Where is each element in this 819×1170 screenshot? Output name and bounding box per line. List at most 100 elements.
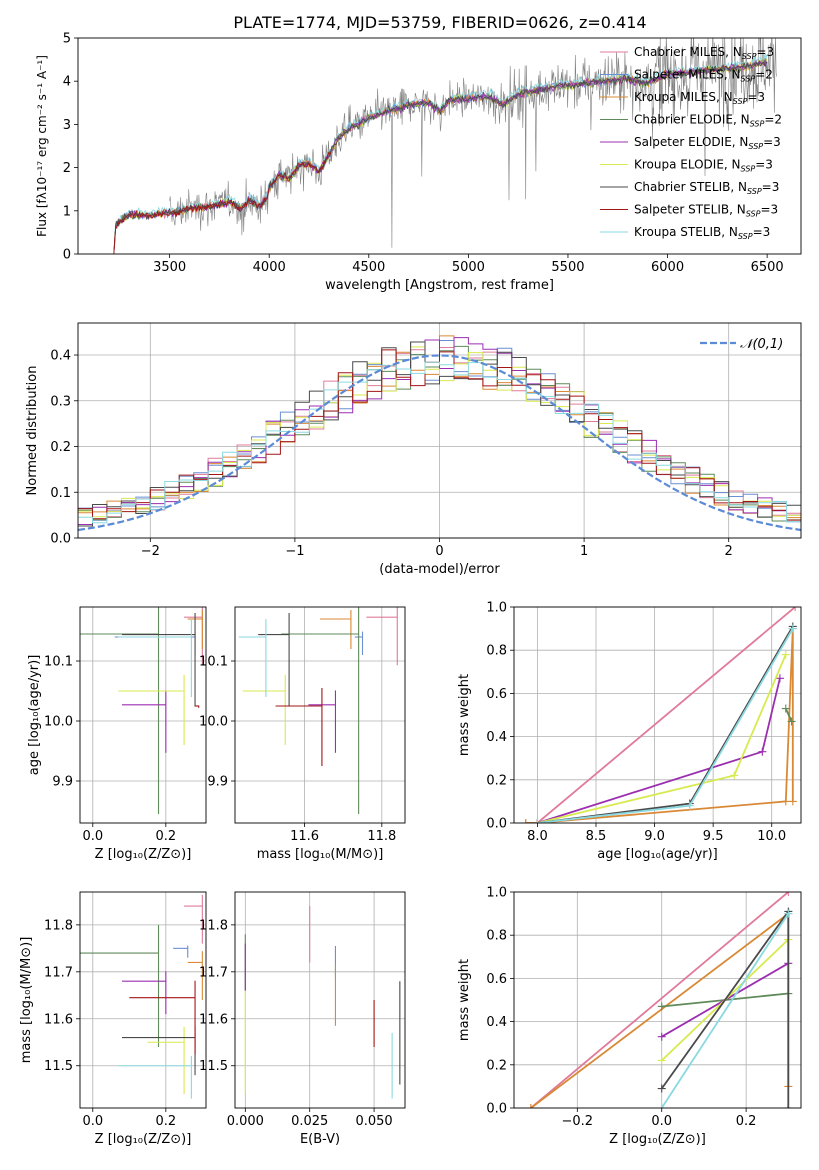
x-tick-label: 10.0 [757, 829, 786, 844]
y-tick-label: 0.3 [50, 394, 71, 409]
plot-area-residuals [78, 335, 801, 532]
y-tick-label: 5 [63, 32, 71, 47]
errorbar-kroupa_stelib [118, 1055, 192, 1099]
overlay-mass_vs_Z: 0.0 0.2 11.5 11.6 11.7 11.8 Z [log₁₀(Z/Z⊙)] mas… [19, 891, 207, 1147]
y-axis-label: age [log₁₀(age/yr)] [27, 655, 42, 776]
x-tick-label: −2 [141, 544, 160, 559]
y-tick-label: 11.8 [199, 918, 228, 933]
overlay-age_vs_Z: 0.0 0.2 9.9 10.0 10.1 Z [log₁₀(Z/Z⊙)] age [log… [27, 606, 207, 862]
x-tick-label: 6500 [751, 260, 784, 275]
weight-marker [521, 819, 530, 823]
weight-line-kroupa_stelib [660, 913, 790, 1108]
axes-frame [234, 606, 406, 824]
x-tick-label: 0.025 [291, 1114, 328, 1129]
x-tick-label: 6000 [651, 260, 684, 275]
plot-area-mass_vs_ebv [244, 906, 401, 1099]
legend-entry: Salpeter STELIB, NSSP=3 [634, 203, 778, 219]
y-tick-label: 11.6 [44, 1012, 73, 1027]
errorbar-salpeter_miles [173, 945, 189, 958]
x-tick-label: 0.0 [651, 1114, 672, 1129]
y-tick-label: 0.1 [50, 486, 71, 501]
y-tick-label: 11.5 [199, 1059, 228, 1074]
axes-age_vs_Z: 0.0 0.2 9.9 10.0 10.1 Z [log₁₀(Z/Z⊙)] age [log… [27, 606, 207, 862]
x-tick-label: −1 [285, 544, 304, 559]
weight-marker [685, 801, 694, 810]
weight-marker [730, 771, 739, 780]
axes-mass_vs_ebv: 0.000 0.025 0.050 11.5 11.6 11.7 11.8 E(B-V) [199, 891, 406, 1147]
plot-area-age_vs_Z [80, 607, 203, 814]
y-tick-label: 4 [63, 75, 71, 90]
x-tick-label: 8.0 [527, 829, 548, 844]
x-tick-label: 2 [725, 544, 733, 559]
weight-line-chabrier_elodie [784, 708, 793, 722]
x-tick-label: 9.0 [644, 829, 665, 844]
weight-line-chabrier_miles [525, 607, 796, 823]
legend-entry: Salpeter MILES, NSSP=2 [634, 68, 773, 84]
weight-marker [781, 797, 790, 806]
x-tick-label: 5000 [452, 260, 485, 275]
axes-frame [77, 322, 802, 539]
weight-line-salpeter_elodie [537, 678, 781, 823]
residual-histogram-salpeter_stelib [78, 349, 801, 521]
errorbar-salpeter_elodie [122, 690, 167, 753]
y-tick-label: 11.7 [199, 965, 228, 980]
y-tick-label: 0.4 [486, 1015, 507, 1030]
y-tick-label: 0 [63, 248, 71, 263]
y-tick-label: 0.8 [486, 929, 507, 944]
gaussian-reference-curve [78, 354, 801, 532]
figure-title: PLATE=1774, MJD=53759, FIBERID=0626, z=0… [233, 13, 646, 32]
legend-entry: Chabrier STELIB, NSSP=3 [634, 180, 779, 196]
weight-marker [784, 1104, 793, 1108]
x-tick-label: 0.050 [355, 1114, 392, 1129]
spectrum-legend: Chabrier MILES, NSSP=3 Salpeter MILES, NS… [600, 45, 782, 241]
legend-entry: Chabrier ELODIE, NSSP=2 [634, 113, 782, 129]
model-spectrum-chabrier_elodie [113, 58, 768, 253]
weight-marker [781, 650, 790, 659]
weight-marker [781, 704, 790, 713]
weight-marker [657, 1032, 666, 1041]
y-tick-label: 9.9 [207, 775, 228, 790]
y-axis-label: Flux [fλ10⁻¹⁷ erg cm⁻² s⁻¹ A⁻¹] [35, 55, 49, 237]
plot-area-weight_vs_Z [526, 892, 793, 1108]
plot-area-age_vs_mass [238, 607, 398, 814]
axes-mass_vs_Z: 0.0 0.2 11.5 11.6 11.7 11.8 Z [log₁₀(Z/Z⊙)] mas… [19, 891, 207, 1147]
weight-marker [775, 674, 784, 683]
axes-weight_vs_Z: −0.2 0.0 0.2 0.0 0.2 0.4 0.6 0.8 1.0 Z [log₁₀(Z/Z… [457, 886, 802, 1147]
x-axis-label: wavelength [Angstrom, rest frame] [325, 278, 554, 293]
x-tick-label: 5500 [551, 260, 584, 275]
errorbar-kroupa_miles [320, 610, 352, 649]
legend-entry: Salpeter ELODIE, NSSP=3 [634, 135, 781, 151]
errorbar-salpeter_stelib [275, 688, 323, 766]
overlay-weight_vs_Z: −0.2 0.0 0.2 0.0 0.2 0.4 0.6 0.8 1.0 Z [log₁₀(Z/Z… [457, 886, 802, 1147]
weight-marker [758, 747, 767, 756]
x-axis-label: Z [log₁₀(Z/Z⊙)] [609, 1132, 706, 1147]
weight-marker [791, 607, 800, 611]
y-tick-label: 0.0 [486, 1102, 507, 1117]
model-spectrum-chabrier_stelib [113, 61, 768, 254]
y-tick-label: 0.4 [486, 730, 507, 745]
x-tick-label: 0.2 [155, 1114, 176, 1129]
weight-line-chabrier_miles [530, 892, 789, 1108]
y-tick-label: 10.0 [44, 715, 73, 730]
weight-marker [533, 819, 542, 823]
weight-marker [657, 1104, 666, 1108]
y-tick-label: 1 [63, 204, 71, 219]
errorbar-kroupa_miles [187, 951, 203, 1000]
y-axis-label: Normed distribution [25, 366, 40, 496]
legend-entry: 𝒩(0,1) [740, 337, 783, 352]
errorbar-chabrier_elodie [281, 607, 360, 814]
y-tick-label: 11.5 [44, 1059, 73, 1074]
weight-marker [787, 717, 796, 726]
x-tick-label: 11.6 [290, 829, 319, 844]
y-axis-label: mass [log₁₀(M/M⊙)] [19, 937, 34, 1064]
x-tick-label: 0.0 [82, 1114, 103, 1129]
x-tick-label: 11.8 [367, 829, 396, 844]
weight-line-kroupa_miles [530, 911, 790, 1108]
model-spectrum-salpeter_stelib [113, 151, 332, 254]
x-axis-label: Z [log₁₀(Z/Z⊙)] [95, 847, 192, 862]
errorbar-salpeter_stelib [129, 980, 196, 1054]
weight-marker [784, 892, 793, 896]
errorbar-kroupa_stelib [118, 619, 192, 697]
axes-age_vs_mass: 11.6 11.8 9.9 10.0 10.1 mass [log₁₀(M/M⊙)] [199, 606, 406, 862]
